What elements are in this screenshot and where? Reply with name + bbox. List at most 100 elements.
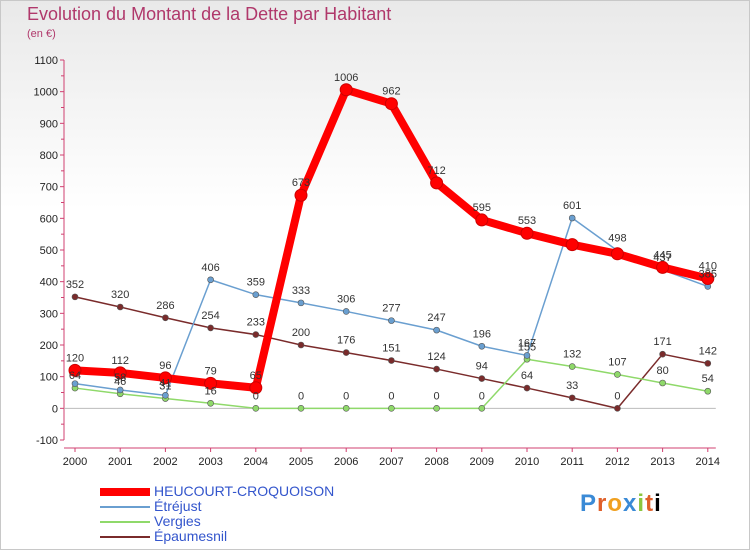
data-label: 31 bbox=[159, 381, 171, 393]
data-label: 962 bbox=[382, 86, 400, 98]
series-layer bbox=[68, 83, 715, 412]
data-label: 306 bbox=[337, 293, 355, 305]
data-point bbox=[207, 399, 214, 407]
data-label: 58 bbox=[114, 372, 126, 384]
y-tick-label: -100 bbox=[36, 435, 58, 447]
data-point bbox=[252, 331, 260, 338]
data-label: 410 bbox=[699, 261, 717, 273]
data-point bbox=[568, 363, 576, 370]
data-label: 54 bbox=[702, 373, 714, 385]
data-point bbox=[433, 365, 440, 373]
y-tick-label: 0 bbox=[52, 403, 58, 415]
series-3 bbox=[71, 293, 712, 412]
data-label: 79 bbox=[204, 365, 216, 377]
y-tick-label: 100 bbox=[40, 372, 58, 384]
y-tick-label: 800 bbox=[40, 150, 58, 162]
data-label: 80 bbox=[656, 365, 668, 377]
data-label: 132 bbox=[563, 349, 581, 361]
chart-subtitle: (en €) bbox=[27, 28, 56, 40]
data-label: 277 bbox=[382, 303, 400, 315]
data-label: 352 bbox=[66, 279, 84, 291]
data-point bbox=[71, 293, 79, 301]
data-label: 601 bbox=[563, 200, 581, 212]
data-label: 595 bbox=[473, 202, 491, 214]
data-label: 65 bbox=[250, 370, 262, 382]
data-label: 712 bbox=[427, 165, 445, 177]
data-label: 0 bbox=[479, 390, 485, 402]
x-tick-label: 2006 bbox=[334, 456, 358, 468]
data-label: 16 bbox=[204, 385, 216, 397]
x-tick-label: 2007 bbox=[379, 456, 403, 468]
x-tick-label: 2009 bbox=[470, 456, 494, 468]
legend-swatch bbox=[100, 487, 150, 496]
data-point bbox=[162, 392, 169, 399]
data-label: 0 bbox=[614, 390, 620, 402]
series-0 bbox=[68, 83, 715, 395]
y-tick-label: 400 bbox=[40, 277, 58, 289]
data-label: 445 bbox=[653, 249, 671, 261]
data-point bbox=[568, 214, 576, 222]
data-label: 64 bbox=[69, 370, 81, 382]
data-label: 200 bbox=[292, 327, 310, 339]
data-point bbox=[158, 371, 172, 385]
data-label: 247 bbox=[427, 312, 445, 324]
y-tick-label: 600 bbox=[40, 213, 58, 225]
data-point bbox=[704, 387, 712, 395]
data-point bbox=[342, 308, 350, 315]
data-label: 41 bbox=[159, 377, 171, 389]
y-tick-label: 500 bbox=[40, 245, 58, 257]
legend-swatch bbox=[100, 505, 150, 508]
legend-item: HEUCOURT-CROQUOISON bbox=[100, 484, 334, 499]
data-point bbox=[659, 379, 666, 387]
x-tick-label: 2012 bbox=[605, 456, 629, 468]
data-label: 0 bbox=[253, 390, 259, 402]
y-tick-label: 200 bbox=[40, 340, 58, 352]
y-tick-label: 1100 bbox=[34, 55, 58, 67]
data-label: 233 bbox=[247, 317, 265, 329]
data-point bbox=[294, 188, 308, 202]
x-tick-label: 2010 bbox=[515, 456, 539, 468]
data-label: 0 bbox=[388, 390, 394, 402]
series-1 bbox=[71, 214, 712, 399]
data-point bbox=[701, 272, 715, 285]
data-label: 167 bbox=[518, 337, 536, 349]
data-point bbox=[384, 97, 398, 111]
data-label: 107 bbox=[608, 356, 626, 368]
legend-swatch bbox=[100, 520, 150, 523]
x-tick-label: 2011 bbox=[560, 456, 584, 468]
data-label: 1006 bbox=[334, 72, 358, 84]
data-point bbox=[478, 342, 486, 350]
data-label: 120 bbox=[66, 352, 84, 364]
data-label: 64 bbox=[521, 370, 533, 382]
data-label: 151 bbox=[382, 343, 400, 355]
data-label: 176 bbox=[337, 335, 355, 347]
x-tick-label: 2008 bbox=[424, 456, 448, 468]
data-point bbox=[433, 326, 440, 334]
data-label: 333 bbox=[292, 285, 310, 297]
legend-item: Épaumesnil bbox=[100, 529, 334, 544]
data-point bbox=[68, 363, 82, 377]
data-point bbox=[610, 247, 624, 261]
data-point bbox=[565, 238, 579, 252]
data-label: 0 bbox=[343, 390, 349, 402]
data-point bbox=[71, 380, 79, 387]
data-label: 286 bbox=[156, 300, 174, 312]
legend-item: Vergies bbox=[100, 514, 334, 529]
data-label: 406 bbox=[201, 262, 219, 274]
data-label: 171 bbox=[653, 336, 671, 348]
x-tick-label: 2000 bbox=[63, 456, 87, 468]
data-point bbox=[113, 366, 127, 380]
data-point bbox=[204, 376, 218, 390]
data-point bbox=[475, 213, 489, 227]
data-label: 320 bbox=[111, 289, 129, 301]
data-point bbox=[659, 350, 666, 358]
data-label: 46 bbox=[114, 376, 126, 388]
data-point bbox=[388, 405, 395, 412]
data-point bbox=[297, 299, 305, 307]
data-point bbox=[478, 405, 486, 412]
data-point bbox=[568, 394, 576, 402]
x-tick-label: 2003 bbox=[198, 456, 222, 468]
data-point bbox=[252, 291, 260, 298]
x-tick-label: 2005 bbox=[289, 456, 313, 468]
